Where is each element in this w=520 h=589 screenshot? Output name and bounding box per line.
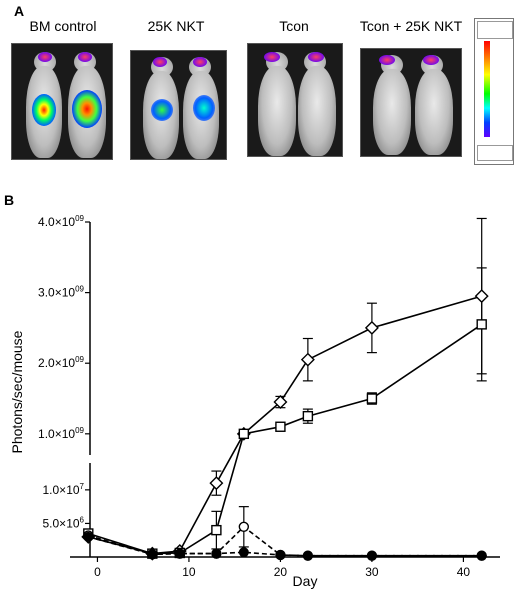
x-tick-label: 10	[182, 565, 196, 579]
signal-blob	[264, 52, 280, 62]
data-point-square	[211, 524, 222, 536]
data-point-square	[275, 421, 286, 432]
data-point-filled-circle	[174, 548, 185, 559]
chart-series-lines	[88, 217, 487, 557]
signal-blob	[72, 90, 102, 128]
data-point-open-circle	[238, 521, 250, 532]
y-tick-label-upper: 1.0×1009	[38, 426, 84, 441]
mouse-body	[298, 66, 336, 156]
y-tick-label-upper: 4.0×1009	[38, 214, 84, 229]
data-point-filled-circle	[302, 550, 313, 561]
mouse-image-bm-control	[11, 43, 113, 160]
data-point-diamond	[273, 395, 288, 410]
mouse-image-25k-nkt	[130, 50, 227, 160]
data-point-filled-circle	[147, 549, 158, 560]
image-label-25k-nkt: 25K NKT	[147, 18, 205, 34]
data-point-square	[238, 428, 250, 440]
panel-b-letter: B	[4, 192, 15, 208]
data-point-filled-circle	[476, 550, 487, 561]
y-tick-label-upper: 2.0×1009	[38, 355, 84, 370]
panel-a-letter: A	[14, 3, 25, 19]
y-tick-label-upper: 3.0×1009	[38, 285, 84, 300]
y-tick-label-lower: 1.0×107	[43, 482, 85, 497]
data-point-diamond	[474, 289, 489, 304]
chart-axes: 0 10 20 30 40 1.0×1009 2.0×1009 3.0×1009 4.0×100…	[38, 214, 500, 579]
colorbar-gradient	[484, 41, 490, 137]
y-tick-label-lower: 5.0×106	[43, 515, 85, 530]
y-axis-label: Photons/sec/mouse	[9, 330, 25, 453]
x-tick-label: 30	[365, 565, 379, 579]
colorbar-header-text	[477, 21, 513, 39]
data-point-square	[476, 319, 487, 330]
x-axis-label: Day	[293, 573, 318, 589]
signal-blob	[193, 57, 207, 67]
image-label-bm-control: BM control	[29, 18, 97, 34]
mouse-body	[373, 69, 411, 155]
data-point-filled-circle	[238, 547, 249, 558]
series-line-filled-circle	[88, 536, 482, 557]
signal-blob	[379, 55, 395, 65]
signal-blob	[32, 94, 56, 126]
signal-blob	[308, 52, 324, 62]
mouse-body	[258, 66, 296, 156]
data-point-diamond	[209, 476, 224, 491]
x-tick-label: 40	[457, 565, 471, 579]
signal-blob	[193, 95, 215, 121]
colorbar-legend	[474, 18, 514, 165]
data-point-filled-circle	[211, 548, 222, 559]
mouse-image-tcon	[247, 43, 343, 157]
colorbar-footer-text	[477, 145, 513, 161]
signal-blob	[153, 57, 167, 67]
data-point-square	[366, 393, 378, 404]
signal-blob	[423, 55, 439, 65]
data-point-diamond	[300, 352, 315, 367]
data-point-filled-circle	[275, 549, 286, 560]
image-label-tcon-25k-nkt: Tcon + 25K NKT	[359, 18, 463, 34]
mouse-body	[415, 69, 453, 155]
signal-blob	[78, 52, 92, 62]
data-point-diamond	[364, 320, 379, 335]
signal-blob	[38, 52, 52, 62]
data-point-filled-circle	[83, 531, 94, 542]
series-line-square	[88, 323, 483, 555]
data-point-square	[302, 410, 314, 422]
chart-markers	[81, 289, 489, 561]
mouse-image-tcon-25k-nkt	[360, 48, 462, 157]
data-point-filled-circle	[366, 550, 377, 561]
x-tick-label: 0	[94, 565, 101, 579]
image-label-tcon: Tcon	[279, 18, 309, 34]
x-tick-label: 20	[274, 565, 288, 579]
signal-blob	[151, 99, 173, 121]
